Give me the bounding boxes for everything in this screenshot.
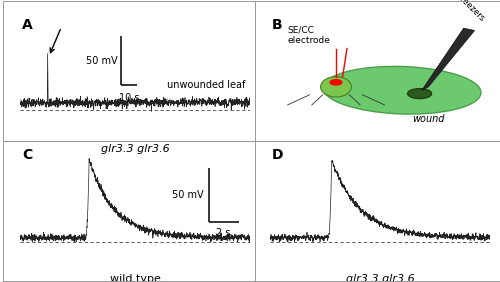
Text: A: A [22, 18, 33, 32]
Text: 50 mV: 50 mV [172, 190, 204, 200]
Ellipse shape [323, 66, 481, 114]
Text: wound: wound [412, 114, 444, 124]
Text: 50 mV: 50 mV [86, 56, 118, 66]
Text: glr3.3 glr3.6: glr3.3 glr3.6 [100, 144, 170, 154]
Ellipse shape [408, 89, 432, 99]
Text: 10 s: 10 s [119, 92, 140, 103]
Ellipse shape [320, 77, 352, 97]
Text: SE/CC
electrode: SE/CC electrode [288, 26, 331, 45]
Text: 2 s: 2 s [216, 228, 231, 238]
Text: wild type: wild type [110, 274, 160, 282]
Text: C: C [22, 148, 32, 162]
Polygon shape [422, 28, 474, 90]
Text: unwounded leaf: unwounded leaf [167, 80, 246, 90]
Text: tweezers: tweezers [454, 0, 487, 24]
Text: glr3.3 glr3.6: glr3.3 glr3.6 [346, 274, 414, 282]
Circle shape [330, 79, 342, 86]
Text: B: B [272, 18, 283, 32]
Text: D: D [272, 148, 283, 162]
